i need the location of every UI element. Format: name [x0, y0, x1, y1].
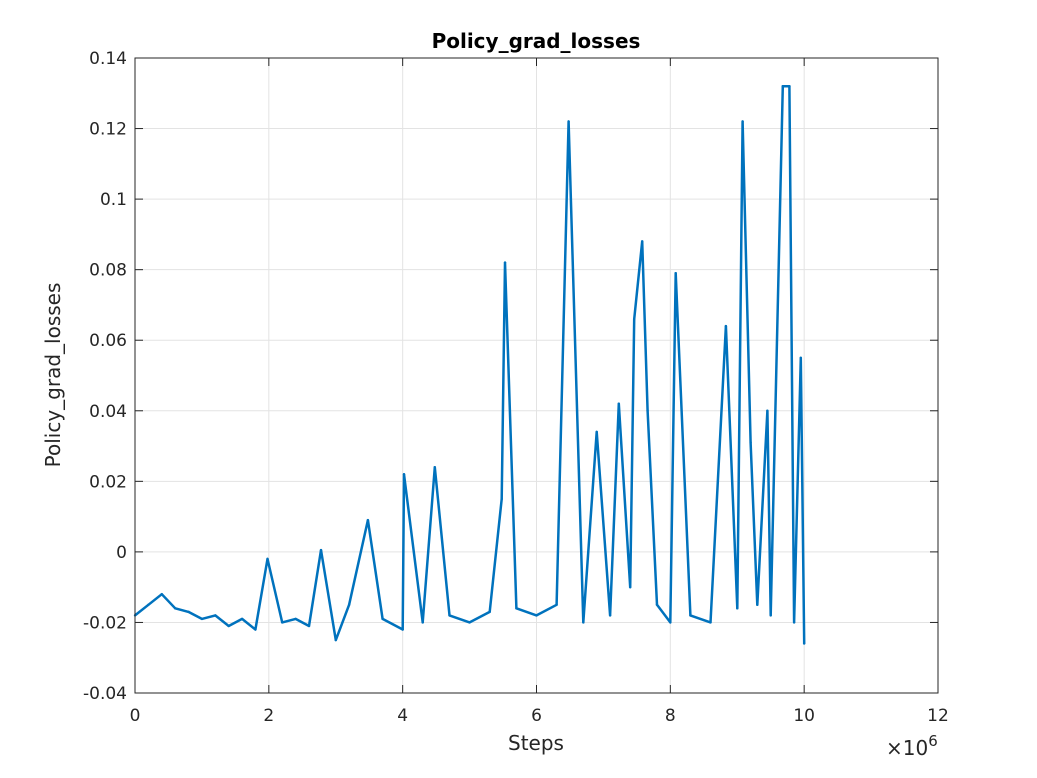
data-point [402, 473, 406, 476]
data-point [433, 466, 436, 469]
x-tick-label: 10 [793, 706, 815, 726]
data-point [147, 603, 150, 607]
data-point [266, 557, 269, 561]
data-point [792, 621, 796, 624]
data-point [689, 614, 692, 617]
y-tick-label: 0.12 [89, 120, 127, 140]
data-point [781, 85, 784, 88]
chart-title: Policy_grad_losses [432, 29, 641, 53]
data-point [741, 120, 744, 123]
series-layer [133, 84, 806, 645]
x-tick-label: 8 [665, 706, 676, 726]
y-tick-label: -0.02 [83, 613, 127, 633]
data-point [448, 614, 451, 617]
data-point [421, 621, 424, 624]
data-point [646, 409, 649, 412]
data-point [799, 356, 803, 360]
data-point [281, 621, 284, 624]
data-point [334, 638, 337, 642]
data-point [227, 624, 230, 628]
x-exponent-base: ×10 [886, 736, 928, 760]
data-point [788, 85, 791, 88]
data-point [582, 621, 585, 624]
data-point [468, 621, 471, 624]
y-tick-label: 0.1 [100, 190, 127, 210]
data-point [608, 614, 612, 617]
data-point [595, 430, 598, 434]
data-point [240, 617, 244, 621]
y-tick-label: 0.14 [89, 49, 127, 69]
y-tick-label: 0.04 [89, 402, 127, 422]
x-axis-title: Steps [508, 731, 564, 755]
data-point [187, 610, 190, 614]
data-point [401, 628, 404, 631]
x-tick-label: 0 [130, 706, 141, 726]
y-tick-label: 0.06 [89, 331, 127, 351]
data-point [674, 271, 677, 275]
data-point [641, 240, 644, 243]
data-point [749, 441, 752, 444]
x-exponent-power: 6 [928, 732, 938, 750]
y-tick-label: 0 [116, 543, 127, 563]
data-point [500, 497, 503, 501]
data-point [766, 409, 769, 412]
data-point [709, 621, 712, 624]
data-point [515, 607, 518, 610]
data-point [617, 402, 621, 405]
x-tick-label: 4 [397, 706, 408, 726]
data-point [366, 518, 370, 522]
data-point [567, 120, 570, 123]
x-tick-label: 12 [927, 706, 949, 726]
data-point [214, 614, 217, 617]
data-point [160, 593, 163, 596]
tick-labels: 0 2 4 6 8 10 12 -0.04 -0.02 0 0.02 0.04 0.06 0.08 0.1 0… [83, 49, 949, 726]
data-point [724, 324, 728, 328]
data-point [555, 603, 558, 607]
data-point [632, 317, 636, 321]
data-point [488, 610, 491, 614]
data-point [173, 607, 177, 610]
data-point [769, 614, 772, 617]
data-point [756, 603, 759, 607]
data-point [347, 603, 351, 607]
x-tick-label: 6 [531, 706, 542, 726]
data-point [535, 614, 538, 617]
data-point [381, 617, 384, 621]
data-point [254, 628, 257, 631]
data-point [200, 617, 204, 621]
tick-marks [134, 57, 939, 694]
data-point [628, 585, 632, 589]
data-point [294, 617, 297, 621]
data-point [669, 621, 672, 624]
y-tick-label: 0.08 [89, 261, 127, 281]
data-point [503, 261, 507, 264]
y-axis-title: Policy_grad_losses [41, 283, 65, 468]
data-point [802, 642, 806, 645]
x-tick-label: 2 [263, 706, 274, 726]
y-tick-label: -0.04 [83, 684, 127, 704]
data-point [655, 603, 659, 607]
data-point [307, 624, 311, 628]
data-point [319, 548, 323, 552]
x-exponent-label: ×106 [886, 732, 938, 760]
y-tick-label: 0.02 [89, 472, 127, 492]
data-point [736, 607, 739, 610]
